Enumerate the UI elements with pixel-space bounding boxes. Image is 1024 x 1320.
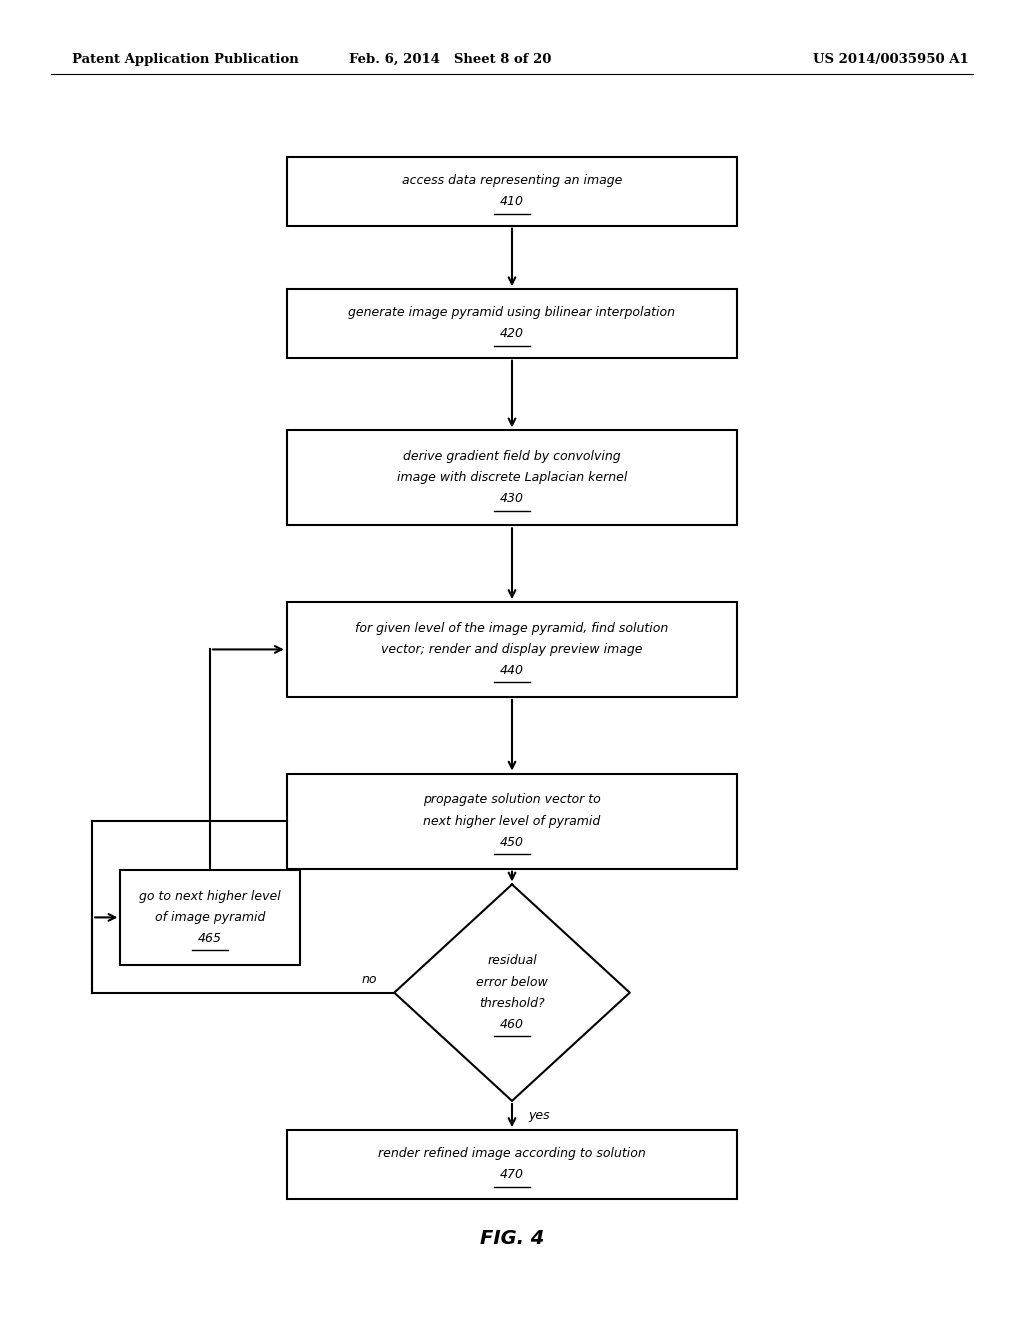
Text: Patent Application Publication: Patent Application Publication — [72, 53, 298, 66]
FancyBboxPatch shape — [287, 157, 737, 226]
Text: 465: 465 — [198, 932, 222, 945]
Text: 430: 430 — [500, 492, 524, 506]
Text: propagate solution vector to: propagate solution vector to — [423, 793, 601, 807]
Text: 440: 440 — [500, 664, 524, 677]
Polygon shape — [394, 884, 630, 1101]
Text: access data representing an image: access data representing an image — [401, 174, 623, 187]
Text: derive gradient field by convolving: derive gradient field by convolving — [403, 450, 621, 463]
FancyBboxPatch shape — [287, 1130, 737, 1199]
Text: go to next higher level: go to next higher level — [139, 890, 281, 903]
Text: generate image pyramid using bilinear interpolation: generate image pyramid using bilinear in… — [348, 306, 676, 319]
Text: residual: residual — [487, 954, 537, 968]
Text: 470: 470 — [500, 1168, 524, 1181]
Text: error below: error below — [476, 975, 548, 989]
Text: vector; render and display preview image: vector; render and display preview image — [381, 643, 643, 656]
Text: no: no — [361, 973, 377, 986]
Text: 450: 450 — [500, 836, 524, 849]
Text: Feb. 6, 2014   Sheet 8 of 20: Feb. 6, 2014 Sheet 8 of 20 — [349, 53, 552, 66]
Text: for given level of the image pyramid, find solution: for given level of the image pyramid, fi… — [355, 622, 669, 635]
Text: yes: yes — [528, 1109, 550, 1122]
FancyBboxPatch shape — [287, 602, 737, 697]
Text: 460: 460 — [500, 1018, 524, 1031]
Text: US 2014/0035950 A1: US 2014/0035950 A1 — [813, 53, 969, 66]
FancyBboxPatch shape — [287, 774, 737, 869]
FancyBboxPatch shape — [287, 289, 737, 358]
Text: image with discrete Laplacian kernel: image with discrete Laplacian kernel — [397, 471, 627, 484]
FancyBboxPatch shape — [121, 870, 299, 965]
Text: 420: 420 — [500, 327, 524, 341]
Text: next higher level of pyramid: next higher level of pyramid — [423, 814, 601, 828]
Text: of image pyramid: of image pyramid — [155, 911, 265, 924]
FancyBboxPatch shape — [287, 430, 737, 525]
Text: FIG. 4: FIG. 4 — [480, 1229, 544, 1247]
Text: 410: 410 — [500, 195, 524, 209]
Text: render refined image according to solution: render refined image according to soluti… — [378, 1147, 646, 1160]
Text: threshold?: threshold? — [479, 997, 545, 1010]
